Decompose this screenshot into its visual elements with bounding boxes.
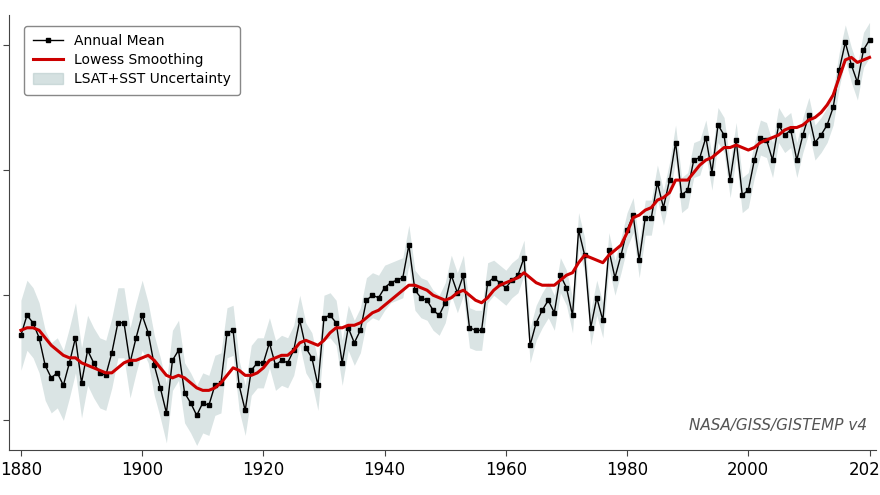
Line: Annual Mean: Annual Mean <box>18 38 872 418</box>
Lowess Smoothing <box>301 337 312 343</box>
Line: Lowess Smoothing: Lowess Smoothing <box>21 57 869 391</box>
Lowess Smoothing <box>864 54 875 60</box>
Lowess Smoothing <box>197 388 208 394</box>
Lowess Smoothing <box>828 92 839 98</box>
Annual Mean <box>301 345 312 351</box>
Annual Mean <box>828 104 839 110</box>
Annual Mean <box>761 137 772 143</box>
Lowess Smoothing <box>761 137 772 143</box>
Lowess Smoothing <box>22 325 33 331</box>
Annual Mean <box>16 332 26 338</box>
Annual Mean <box>64 360 75 366</box>
Annual Mean <box>192 412 202 418</box>
Annual Mean <box>743 187 753 193</box>
Lowess Smoothing <box>743 147 753 153</box>
Legend: Annual Mean, Lowess Smoothing, LSAT+SST Uncertainty: Annual Mean, Lowess Smoothing, LSAT+SST … <box>25 26 239 95</box>
Annual Mean <box>22 312 33 318</box>
Lowess Smoothing <box>16 327 26 333</box>
Annual Mean <box>864 37 875 43</box>
Lowess Smoothing <box>64 355 75 361</box>
Text: NASA/GISS/GISTEMP v4: NASA/GISS/GISTEMP v4 <box>689 418 867 433</box>
Lowess Smoothing <box>846 54 856 60</box>
